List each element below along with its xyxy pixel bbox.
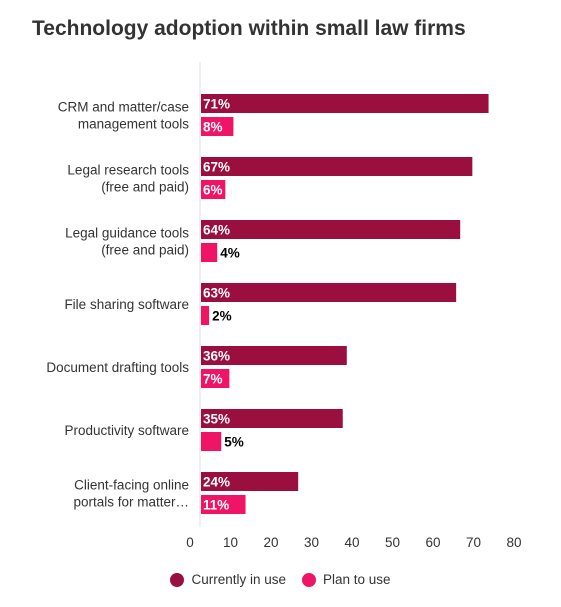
x-tick-label-60: 60 xyxy=(425,535,440,550)
data-label-plan-7: 11% xyxy=(203,498,229,513)
legend: Currently in use Plan to use xyxy=(0,572,561,587)
bar-currently-3 xyxy=(201,220,461,239)
category-label-1-line-2: management tools xyxy=(78,117,189,132)
data-label-currently-2: 67% xyxy=(203,160,230,175)
bar-plan-7 xyxy=(201,495,246,514)
chart-title: Technology adoption within small law fir… xyxy=(32,17,466,40)
bar-plan-3 xyxy=(201,243,218,262)
bar-currently-1 xyxy=(201,94,489,113)
legend-swatch-currently-in-use xyxy=(170,572,185,587)
data-label-plan-2: 6% xyxy=(203,183,223,198)
bar-currently-6 xyxy=(201,409,343,428)
bar-plan-5 xyxy=(201,369,230,388)
x-tick-label-50: 50 xyxy=(385,535,400,550)
legend-label-plan-to-use: Plan to use xyxy=(323,572,391,587)
bar-plan-6 xyxy=(201,432,222,451)
category-label-3-line-1: Legal guidance tools xyxy=(65,226,189,241)
legend-label-currently-in-use: Currently in use xyxy=(191,572,286,587)
x-tick-label-30: 30 xyxy=(304,535,319,550)
bar-currently-4 xyxy=(201,283,457,302)
data-label-plan-6: 5% xyxy=(224,435,244,450)
data-label-currently-7: 24% xyxy=(203,475,230,490)
x-tick-label-80: 80 xyxy=(506,535,521,550)
data-label-currently-1: 71% xyxy=(203,97,230,112)
category-label-1-line-1: CRM and matter/case xyxy=(58,100,189,115)
data-label-plan-4: 2% xyxy=(212,309,232,324)
x-tick-label-40: 40 xyxy=(344,535,359,550)
data-label-plan-1: 8% xyxy=(203,120,223,135)
legend-item-plan-to-use[interactable]: Plan to use xyxy=(302,572,391,587)
category-label-7-line-2: portals for matter… xyxy=(73,495,189,510)
data-label-currently-3: 64% xyxy=(203,223,230,238)
bar-currently-5 xyxy=(201,346,347,365)
bar-plan-1 xyxy=(201,117,234,136)
category-label-2-line-2: (free and paid) xyxy=(101,180,189,195)
category-label-2-line-1: Legal research tools xyxy=(67,163,189,178)
bar-plan-4 xyxy=(201,306,210,325)
category-label-5-line-1: Document drafting tools xyxy=(46,360,189,375)
category-label-7-line-1: Client-facing online xyxy=(74,478,189,493)
bar-currently-7 xyxy=(201,472,299,491)
category-label-4-line-1: File sharing software xyxy=(64,297,189,312)
data-label-currently-6: 35% xyxy=(203,412,230,427)
x-tick-label-70: 70 xyxy=(466,535,481,550)
bar-currently-2 xyxy=(201,157,473,176)
data-label-plan-3: 4% xyxy=(220,246,240,261)
data-label-currently-4: 63% xyxy=(203,286,230,301)
category-label-6-line-1: Productivity software xyxy=(64,423,189,438)
category-label-3-line-2: (free and paid) xyxy=(101,243,189,258)
x-tick-label-20: 20 xyxy=(263,535,278,550)
x-tick-label-0: 0 xyxy=(186,535,194,550)
data-label-currently-5: 36% xyxy=(203,349,230,364)
data-label-plan-5: 7% xyxy=(203,372,223,387)
x-tick-label-10: 10 xyxy=(223,535,238,550)
legend-item-currently-in-use[interactable]: Currently in use xyxy=(170,572,286,587)
bar-plan-2 xyxy=(201,180,226,199)
legend-swatch-plan-to-use xyxy=(302,572,316,587)
